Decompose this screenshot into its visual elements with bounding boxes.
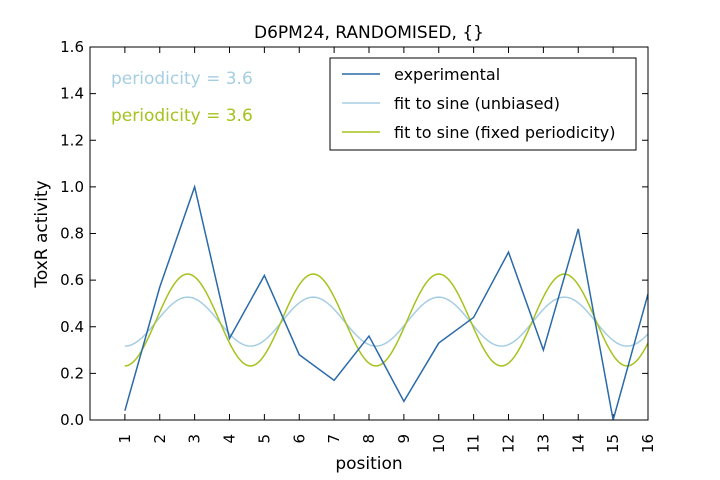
x-tick-label-13: 13 — [534, 434, 552, 453]
y-tick-label-0.6: 0.6 — [60, 271, 84, 289]
legend: experimental fit to sine (unbiased) fit … — [329, 57, 637, 151]
legend-box — [329, 57, 637, 151]
chart-title: D6PM24, RANDOMISED, {} — [254, 23, 484, 43]
y-tick-label-0.2: 0.2 — [60, 364, 84, 382]
x-tick-label-11: 11 — [465, 434, 483, 453]
x-tick-label-12: 12 — [500, 434, 518, 453]
series-line-2 — [124, 273, 648, 367]
plot-frame — [89, 46, 649, 421]
y-tick-label-1.0: 1.0 — [60, 178, 84, 196]
x-tick-label-1: 1 — [116, 434, 134, 444]
x-tick-label-15: 15 — [604, 434, 622, 453]
x-tick-label-4: 4 — [221, 434, 239, 444]
legend-label-fixed: fit to sine (fixed periodicity) — [394, 123, 615, 142]
series-line-0 — [124, 184, 648, 420]
x-tick-label-6: 6 — [290, 434, 308, 444]
x-tick-label-9: 9 — [395, 434, 413, 444]
x-tick-label-14: 14 — [569, 434, 587, 453]
legend-label-unbiased: fit to sine (unbiased) — [394, 94, 560, 113]
annotation-periodicity-fixed: periodicity = 3.6 — [111, 106, 253, 126]
y-tick-label-1.4: 1.4 — [60, 85, 84, 103]
y-tick-label-1.2: 1.2 — [60, 131, 84, 149]
axis-ticks: 1 2 3 4 5 6 7 8 9 10 11 12 13 14 15 160.00.20.40.60.81.… — [60, 38, 657, 453]
y-axis-title: ToxR activity — [32, 180, 52, 288]
legend-label-experimental: experimental — [394, 65, 500, 84]
y-tick-label-1.6: 1.6 — [60, 38, 84, 56]
x-axis-title: position — [335, 454, 402, 474]
x-tick-label-16: 16 — [639, 434, 657, 453]
x-tick-label-2: 2 — [151, 434, 169, 444]
x-tick-label-3: 3 — [186, 434, 204, 444]
series-layer — [124, 184, 648, 420]
x-tick-label-8: 8 — [360, 434, 378, 444]
y-tick-label-0.4: 0.4 — [60, 318, 84, 336]
x-tick-label-10: 10 — [430, 434, 448, 453]
x-tick-label-5: 5 — [255, 434, 273, 444]
x-tick-label-7: 7 — [325, 434, 343, 444]
series-line-1 — [124, 296, 648, 347]
y-tick-label-0.0: 0.0 — [60, 411, 84, 429]
y-tick-label-0.8: 0.8 — [60, 225, 84, 243]
annotation-periodicity-unbiased: periodicity = 3.6 — [111, 69, 253, 89]
